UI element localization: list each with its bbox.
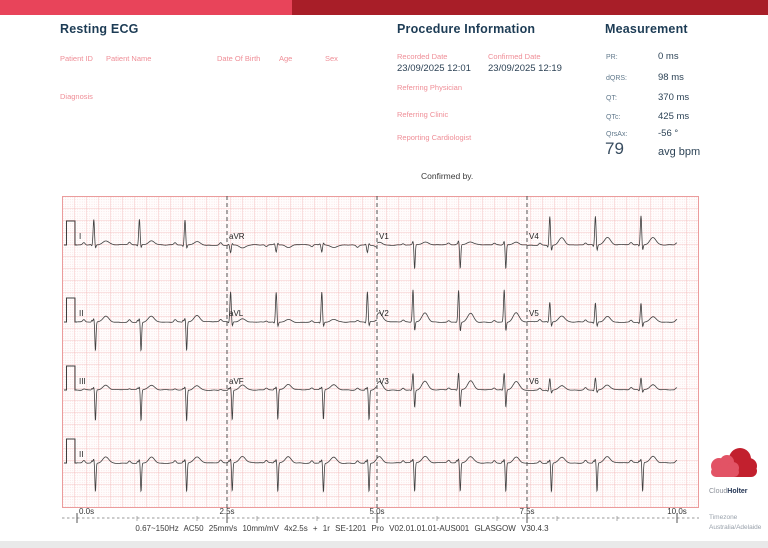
svg-text:V1: V1 — [379, 232, 389, 241]
header-bar-secondary — [292, 0, 768, 15]
header-bar — [0, 0, 768, 15]
svg-text:II: II — [79, 309, 83, 318]
sex-label: Sex — [325, 54, 338, 63]
svg-text:V6: V6 — [529, 377, 539, 386]
confirmed-by-label: Confirmed by. — [421, 171, 474, 181]
procedure-information-title: Procedure Information — [397, 22, 536, 36]
qtc-label: QTc: — [606, 114, 621, 121]
measurement-title: Measurement — [605, 22, 688, 36]
svg-text:aVF: aVF — [229, 377, 244, 386]
qtc-value: 425 ms — [658, 111, 690, 122]
svg-text:0.0s: 0.0s — [79, 507, 94, 516]
svg-text:aVR: aVR — [229, 232, 245, 241]
svg-text:V2: V2 — [379, 309, 389, 318]
recorded-date-label: Recorded Date — [397, 52, 448, 61]
qrsax-label: QrsAx: — [606, 131, 628, 138]
qrsax-value: -56 ° — [658, 128, 679, 139]
logo-suffix: Holter — [727, 488, 748, 495]
diagnosis-label: Diagnosis — [60, 92, 93, 101]
page-title: Resting ECG — [60, 22, 139, 36]
patient-name-label: Patient Name — [106, 54, 152, 63]
patient-id-label: Patient ID — [60, 54, 93, 63]
device-settings-text: 0.67~150Hz AC50 25mm/s 10mm/mV 4x2.5s + … — [135, 524, 549, 533]
pr-label: PR: — [606, 54, 618, 61]
avg-bpm-unit: avg bpm — [658, 146, 701, 158]
avg-bpm-value: 79 — [605, 139, 624, 158]
svg-text:II: II — [79, 450, 83, 459]
svg-text:7.5s: 7.5s — [519, 507, 534, 516]
age-label: Age — [279, 54, 293, 63]
svg-text:V4: V4 — [529, 232, 539, 241]
logo-prefix: Cloud — [709, 488, 728, 495]
svg-text:V5: V5 — [529, 309, 539, 318]
referring-clinic-label: Referring Clinic — [397, 110, 449, 119]
timezone-label: Timezone — [709, 514, 738, 521]
svg-text:5.0s: 5.0s — [369, 507, 384, 516]
dqrs-value: 98 ms — [658, 72, 684, 83]
confirmed-date-label: Confirmed Date — [488, 52, 541, 61]
qt-label: QT: — [606, 95, 617, 102]
svg-text:2.5s: 2.5s — [219, 507, 234, 516]
dqrs-label: dQRS: — [606, 75, 628, 82]
confirmed-date-value: 23/09/2025 12:19 — [488, 63, 562, 74]
header-bar-primary — [0, 0, 292, 15]
svg-text:aVL: aVL — [229, 309, 244, 318]
cloudholter-logo-text: CloudHolter — [709, 488, 748, 495]
reporting-cardiologist-label: Reporting Cardiologist — [397, 133, 472, 142]
timezone-value: Australia/Adelaide — [709, 524, 762, 531]
qt-value: 370 ms — [658, 92, 690, 103]
footer-bar — [0, 541, 768, 548]
pr-value: 0 ms — [658, 51, 679, 62]
svg-text:I: I — [79, 232, 81, 241]
date-of-birth-label: Date Of Birth — [217, 54, 261, 63]
svg-text:10.0s: 10.0s — [667, 507, 687, 516]
svg-text:III: III — [79, 377, 86, 386]
referring-physician-label: Referring Physician — [397, 83, 463, 92]
svg-text:V3: V3 — [379, 377, 389, 386]
recorded-date-value: 23/09/2025 12:01 — [397, 63, 471, 74]
cloudholter-logo-icon — [711, 448, 757, 477]
